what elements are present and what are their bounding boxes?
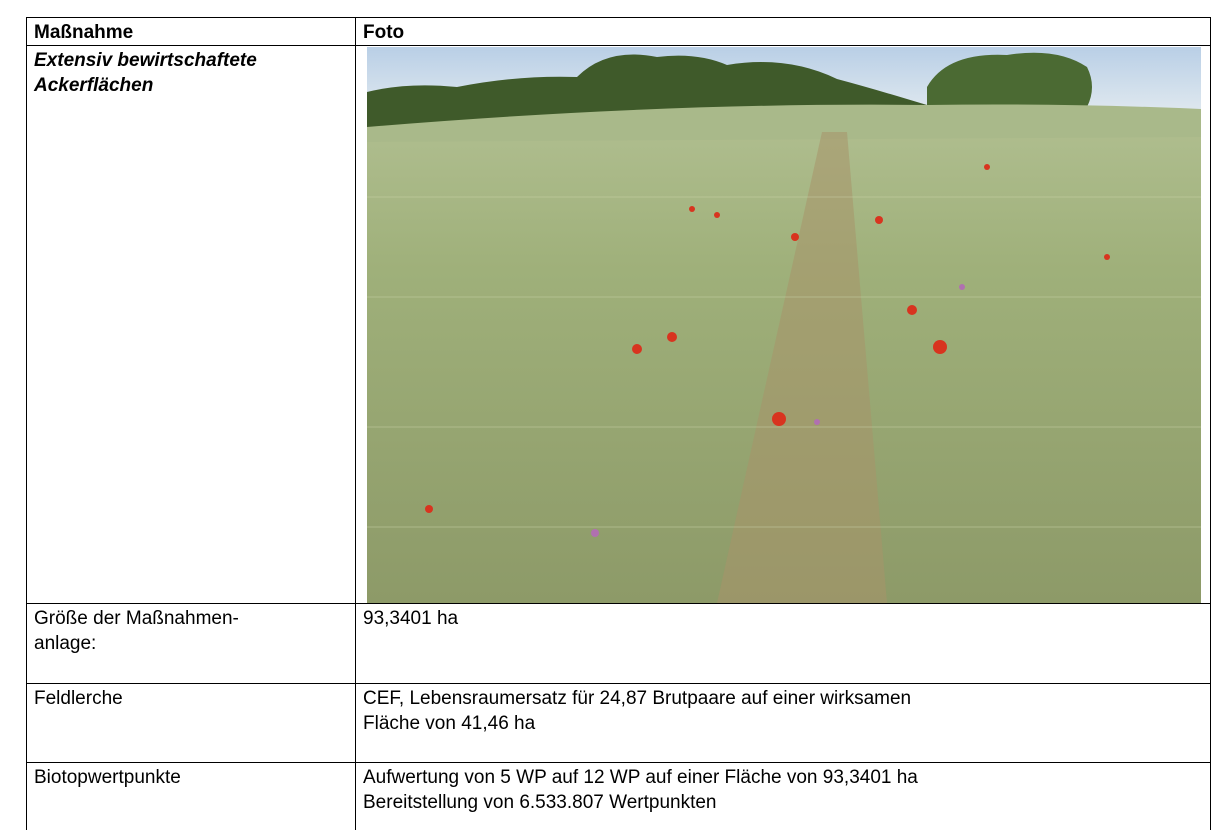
cell-text: Extensiv bewirtschaftete: [34, 48, 348, 73]
cell-text: Größe der Maßnahmen-: [34, 606, 348, 631]
cell-text: Aufwertung von 5 WP auf 12 WP auf einer …: [363, 765, 1203, 790]
field-photo: [367, 47, 1201, 603]
cell-text: Fläche von 41,46 ha: [363, 711, 1203, 736]
content-cell: Aufwertung von 5 WP auf 12 WP auf einer …: [355, 762, 1211, 830]
cell-text: Feldlerche: [34, 686, 348, 711]
label-cell: Feldlerche: [26, 683, 355, 762]
header-cell: Foto: [355, 17, 1211, 45]
cell-text: Foto: [363, 20, 1203, 45]
cell-text: CEF, Lebensraumersatz für 24,87 Brutpaar…: [363, 686, 1203, 711]
cell-text: Biotopwertpunkte: [34, 765, 348, 790]
cell-text: anlage:: [34, 631, 348, 656]
content-cell: 93,3401 ha: [355, 603, 1211, 683]
cell-text: Bereitstellung von 6.533.807 Wertpunkten: [363, 790, 1203, 815]
cell-text: 93,3401 ha: [363, 606, 1203, 631]
content-cell: CEF, Lebensraumersatz für 24,87 Brutpaar…: [355, 683, 1211, 762]
page: Maßnahme Foto Extensiv bewirtschafteteAcke…: [0, 0, 1214, 819]
cell-text: Maßnahme: [34, 20, 348, 45]
label-cell: Größe der Maßnahmen-anlage:: [26, 603, 355, 683]
header-cell: Maßnahme: [26, 17, 355, 45]
label-cell: Biotopwertpunkte: [26, 762, 355, 830]
cell-text: Ackerflächen: [34, 73, 348, 98]
